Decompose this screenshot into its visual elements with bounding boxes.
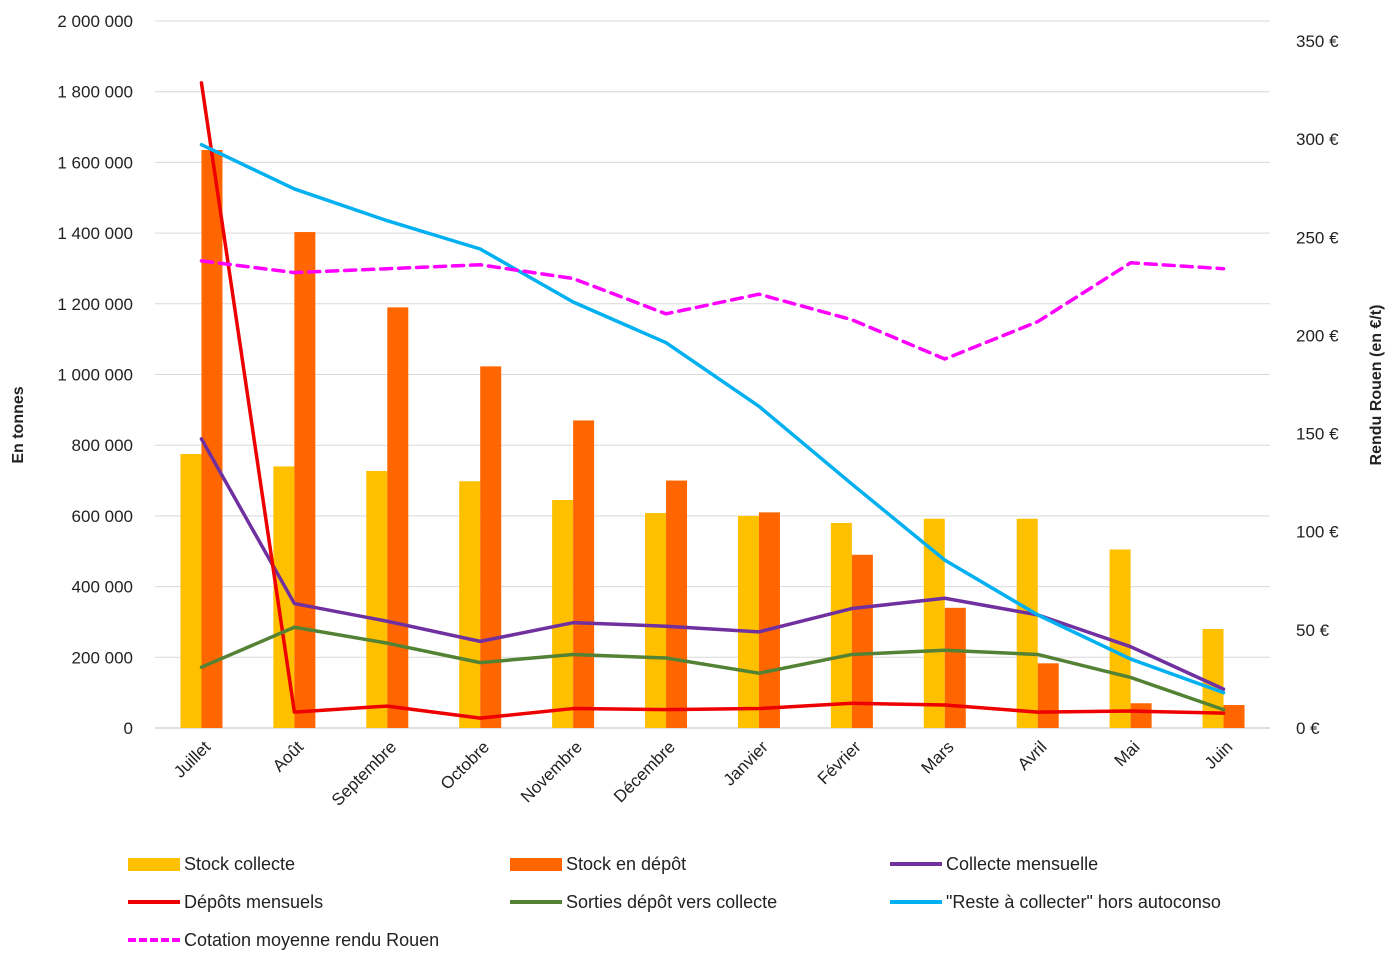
category-label: Juin bbox=[1201, 737, 1236, 772]
legend-item: Cotation moyenne rendu Rouen bbox=[128, 928, 439, 952]
right-axis-ticks: 0 € 50 € 100 € 150 € 200 € 250 € 300 € 350 € bbox=[1296, 32, 1339, 738]
right-tick-label: 250 € bbox=[1296, 228, 1339, 247]
category-label: Août bbox=[269, 737, 307, 775]
legend-swatch bbox=[510, 857, 562, 871]
legend-swatch bbox=[890, 862, 942, 866]
legend-swatch bbox=[128, 857, 180, 871]
bar-stock-en-d-p-t-1 bbox=[294, 232, 316, 729]
bar-stock-en-d-p-t-10 bbox=[1130, 703, 1152, 728]
left-tick-label: 2 000 000 bbox=[57, 12, 133, 31]
right-tick-label: 350 € bbox=[1296, 32, 1339, 51]
legend-item: Dépôts mensuels bbox=[128, 890, 323, 914]
category-label: Janvier bbox=[720, 737, 772, 789]
bar-stock-en-d-p-t-5 bbox=[666, 480, 688, 728]
right-tick-label: 50 € bbox=[1296, 621, 1330, 640]
bar-stock-collecte-1 bbox=[273, 466, 295, 728]
line-sorties-d-p-t-vers-collecte bbox=[199, 625, 1226, 712]
legend-item: Collecte mensuelle bbox=[890, 852, 1098, 876]
left-axis-title: En tonnes bbox=[10, 386, 27, 463]
bar-stock-en-d-p-t-9 bbox=[1037, 663, 1059, 728]
left-tick-label: 1 600 000 bbox=[57, 153, 133, 172]
left-tick-label: 1 400 000 bbox=[57, 224, 133, 243]
bar-stock-collecte-10 bbox=[1109, 549, 1131, 728]
category-label: Octobre bbox=[437, 737, 493, 793]
left-axis-ticks: 0 200 000 400 000 600 000 800 000 1 000 000 1 … bbox=[57, 12, 133, 738]
bar-stock-en-d-p-t-0 bbox=[201, 150, 223, 729]
line-collecte-mensuelle bbox=[199, 437, 1226, 691]
category-labels: Juillet Août Septembre Octobre Novembre Décem… bbox=[170, 737, 1236, 809]
bar-stock-en-d-p-t-4 bbox=[573, 420, 595, 728]
legend-label: "Reste à collecter" hors autoconso bbox=[946, 891, 1221, 912]
left-tick-label: 1 200 000 bbox=[57, 295, 133, 314]
bar-stock-collecte-5 bbox=[645, 513, 667, 728]
legend-label: Dépôts mensuels bbox=[184, 891, 324, 912]
left-tick-label: 0 bbox=[124, 719, 133, 738]
right-tick-label: 300 € bbox=[1296, 130, 1339, 149]
legend: Stock collecte Stock en dépôt Collecte men… bbox=[128, 852, 1388, 952]
category-label: Mars bbox=[917, 737, 957, 777]
bar-stock-en-d-p-t-7 bbox=[851, 554, 873, 728]
bar-stock-collecte-4 bbox=[552, 499, 574, 728]
left-tick-label: 200 000 bbox=[72, 648, 133, 667]
bar-series bbox=[180, 150, 1245, 729]
legend-label: Sorties dépôt vers collecte bbox=[566, 891, 778, 912]
legend-item: Stock collecte bbox=[128, 852, 295, 876]
line-series bbox=[199, 81, 1226, 720]
legend-swatch bbox=[510, 900, 562, 904]
chart-canvas: 0 200 000 400 000 600 000 800 000 1 000 000 1 … bbox=[10, 12, 1385, 810]
right-tick-label: 0 € bbox=[1296, 719, 1320, 738]
bar-stock-en-d-p-t-6 bbox=[758, 512, 780, 728]
right-tick-label: 200 € bbox=[1296, 326, 1339, 345]
line-reste-collecter-hors-autoconso bbox=[199, 142, 1226, 695]
legend-swatch bbox=[890, 900, 942, 904]
category-label: Septembre bbox=[328, 737, 400, 809]
legend-item: Sorties dépôt vers collecte bbox=[510, 890, 777, 914]
left-tick-label: 1 000 000 bbox=[57, 366, 133, 385]
right-tick-label: 100 € bbox=[1296, 523, 1339, 542]
legend-swatch bbox=[128, 900, 180, 904]
category-label: Décembre bbox=[610, 737, 679, 806]
category-label: Novembre bbox=[517, 737, 586, 806]
category-label: Juillet bbox=[170, 737, 214, 781]
bar-stock-en-d-p-t-11 bbox=[1223, 705, 1245, 728]
left-tick-label: 1 800 000 bbox=[57, 83, 133, 102]
bar-stock-en-d-p-t-8 bbox=[944, 607, 966, 728]
bar-stock-collecte-8 bbox=[923, 518, 945, 728]
legend-swatch bbox=[128, 938, 180, 942]
bar-stock-collecte-6 bbox=[737, 515, 759, 728]
bar-stock-collecte-9 bbox=[1016, 518, 1038, 728]
legend-label: Stock en dépôt bbox=[566, 853, 687, 874]
right-axis-title: Rendu Rouen (en €/t) bbox=[1368, 305, 1385, 466]
legend-item: Stock en dépôt bbox=[510, 852, 686, 876]
legend-label: Collecte mensuelle bbox=[946, 853, 1099, 874]
category-label: Avril bbox=[1014, 737, 1051, 774]
category-label: Mai bbox=[1111, 737, 1144, 770]
left-tick-label: 600 000 bbox=[72, 507, 133, 526]
legend-item: "Reste à collecter" hors autoconso bbox=[890, 890, 1221, 914]
bar-stock-collecte-0 bbox=[180, 454, 202, 728]
legend-label: Stock collecte bbox=[184, 853, 296, 874]
line-d-p-ts-mensuels bbox=[199, 81, 1226, 720]
bar-stock-collecte-2 bbox=[366, 471, 388, 728]
line-cotation-moyenne-rendu-rouen bbox=[199, 259, 1226, 361]
bar-stock-collecte-3 bbox=[459, 481, 481, 728]
right-tick-label: 150 € bbox=[1296, 425, 1339, 444]
legend-label: Cotation moyenne rendu Rouen bbox=[184, 929, 440, 950]
left-tick-label: 800 000 bbox=[72, 436, 133, 455]
category-label: Février bbox=[814, 737, 865, 788]
bar-stock-en-d-p-t-3 bbox=[480, 366, 502, 728]
bar-stock-en-d-p-t-2 bbox=[387, 307, 409, 728]
bar-stock-collecte-7 bbox=[830, 522, 852, 728]
left-tick-label: 400 000 bbox=[72, 578, 133, 597]
